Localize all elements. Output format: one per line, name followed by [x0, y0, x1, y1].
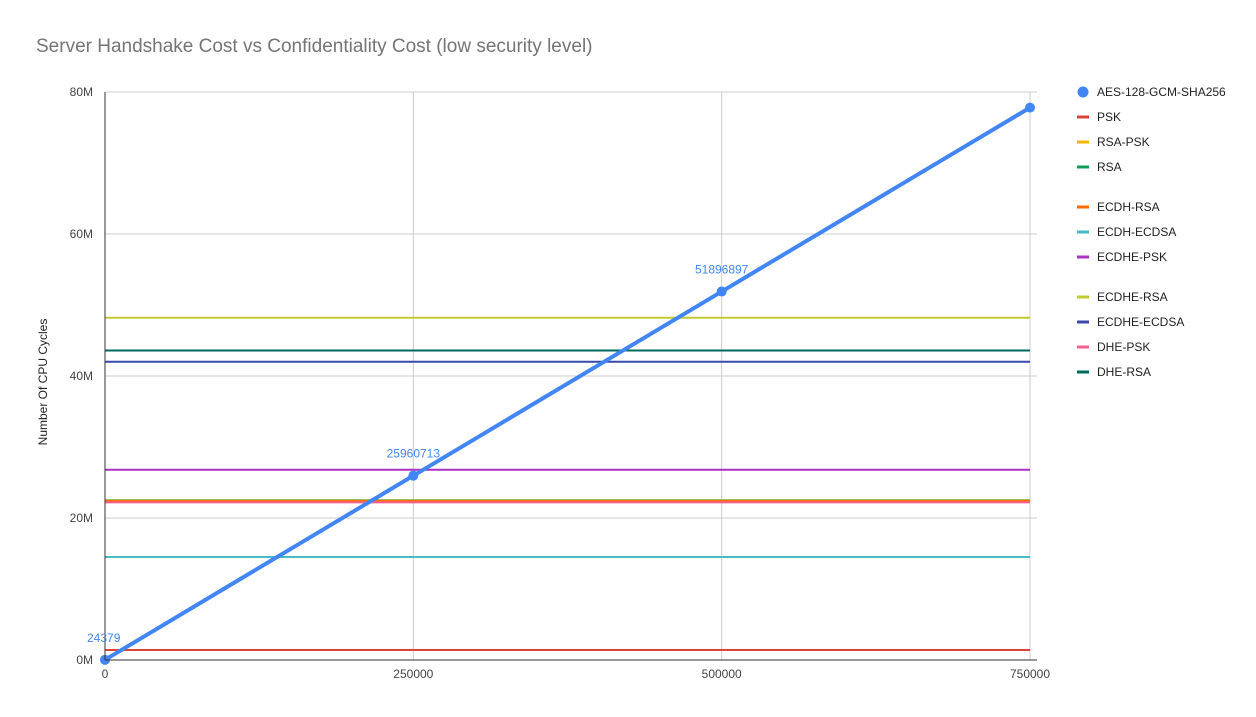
x-tick-label: 0 — [102, 667, 109, 681]
y-tick-label: 80M — [70, 85, 93, 99]
legend-label: AES-128-GCM-SHA256 — [1097, 85, 1226, 99]
legend-label: ECDH-ECDSA — [1097, 225, 1176, 239]
data-label: 24379 — [87, 631, 121, 645]
axes: 0M 20M 40M 60M 80M 0 250000 500000 750000 — [70, 85, 1051, 681]
x-tick-label: 250000 — [393, 667, 433, 681]
legend-label: ECDHE-PSK — [1097, 250, 1167, 264]
legend-label: DHE-RSA — [1097, 365, 1151, 379]
series-line-aes-128-gcm-sha256 — [103, 105, 1032, 662]
data-point — [408, 470, 419, 481]
y-axis-title: Number Of CPU Cycles — [36, 319, 50, 446]
legend-label: DHE-PSK — [1097, 340, 1150, 354]
legend-label: RSA — [1097, 160, 1122, 174]
y-tick-label: 20M — [70, 511, 93, 525]
data-labels: 24379 25960713 51896897 — [87, 263, 749, 645]
legend-marker — [1077, 86, 1089, 98]
x-tick-label: 750000 — [1010, 667, 1050, 681]
data-point — [1025, 102, 1035, 113]
y-tick-label: 40M — [70, 369, 93, 383]
legend-label: ECDH-RSA — [1097, 200, 1160, 214]
series-lines — [100, 102, 1035, 665]
y-tick-label: 60M — [70, 227, 93, 241]
x-tick-label: 500000 — [702, 667, 742, 681]
legend-label: PSK — [1097, 110, 1121, 124]
legend-label: RSA-PSK — [1097, 135, 1150, 149]
data-label: 25960713 — [387, 447, 441, 461]
legend-label: ECDHE-ECDSA — [1097, 315, 1184, 329]
legend: AES-128-GCM-SHA256 PSK RSA-PSK RSA ECDH-RSA E… — [1077, 85, 1226, 379]
data-point — [716, 286, 727, 297]
chart-title: Server Handshake Cost vs Confidentiality… — [36, 36, 593, 57]
data-label: 51896897 — [695, 263, 749, 277]
y-tick-label: 0M — [76, 653, 93, 667]
legend-label: ECDHE-RSA — [1097, 290, 1168, 304]
